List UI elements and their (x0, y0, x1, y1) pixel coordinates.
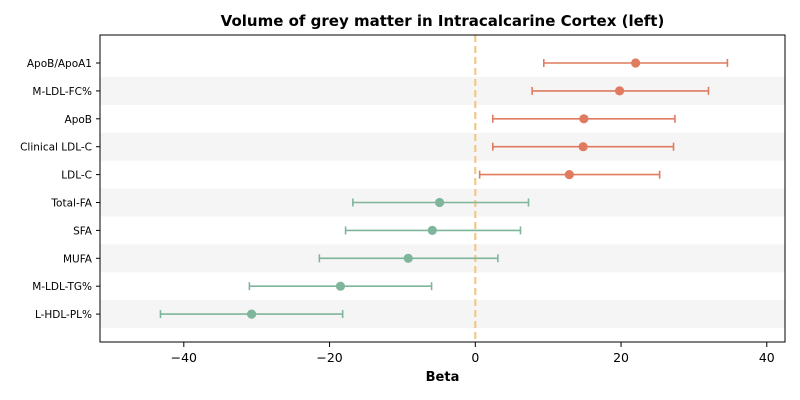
x-tick-label: −40 (171, 350, 197, 365)
estimate-marks (159, 58, 729, 319)
estimate-row (318, 253, 499, 263)
x-tick-label: 40 (759, 350, 775, 365)
estimate-point (631, 58, 641, 68)
y-tick-label: M-LDL-FC% (32, 86, 92, 98)
estimate-row (542, 58, 729, 68)
estimate-point (579, 114, 589, 124)
y-tick-label: Clinical LDL-C (20, 142, 92, 154)
estimate-point (335, 281, 346, 291)
estimate-row (531, 86, 710, 96)
x-axis-ticks: −40 −20 0 20 40 (171, 342, 775, 365)
estimate-row (159, 309, 344, 319)
row-band (100, 132, 785, 161)
chart-title: Volume of grey matter in Intracalcarine … (221, 12, 665, 30)
estimate-point (246, 309, 257, 319)
estimate-row (352, 197, 530, 208)
y-tick-label: L-HDL-PL% (35, 309, 92, 321)
y-tick-label: MUFA (63, 253, 93, 265)
y-tick-label: ApoB (65, 114, 92, 126)
estimate-point (614, 86, 625, 96)
x-axis-label: Beta (426, 370, 460, 385)
x-tick-label: −20 (316, 350, 342, 365)
y-tick-label: Total-FA (50, 198, 92, 210)
y-axis-labels: ApoB/ApoA1 M-LDL-FC% ApoB Clinical LDL-C LDL… (20, 58, 100, 321)
estimate-point (578, 142, 588, 152)
y-tick-label: LDL-C (61, 170, 92, 182)
estimate-point (427, 225, 437, 235)
estimate-point (564, 170, 574, 180)
estimate-point (403, 253, 413, 263)
x-tick-label: 0 (471, 350, 479, 365)
y-tick-label: ApoB/ApoA1 (27, 58, 92, 70)
estimate-row (344, 225, 522, 235)
plot-frame (99, 34, 786, 343)
x-tick-label: 20 (613, 350, 629, 365)
estimate-row (491, 114, 676, 124)
estimate-row (478, 170, 661, 180)
y-tick-label: SFA (73, 225, 93, 237)
y-tick-label: M-LDL-TG% (32, 281, 92, 293)
estimate-point (434, 197, 445, 208)
estimate-row (248, 281, 433, 291)
estimate-row (491, 142, 675, 152)
